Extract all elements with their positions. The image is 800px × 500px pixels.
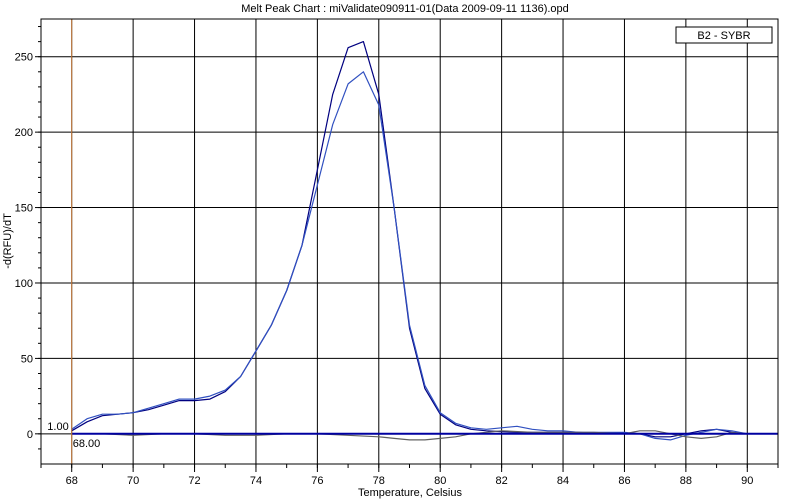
x-tick-label-78: 78 [373, 475, 385, 487]
y-tick-label-0: 0 [27, 429, 33, 441]
y-tick-label-150: 150 [15, 203, 33, 215]
legend-entry-b2-sybr: B2 - SYBR [697, 30, 750, 42]
x-tick-label-76: 76 [311, 475, 323, 487]
x-tick-label-68: 68 [66, 475, 78, 487]
grid-layer [41, 19, 778, 464]
x-axis-label: Temperature, Celsius [358, 487, 462, 499]
x-tick-label-86: 86 [618, 475, 630, 487]
x-tick-label-82: 82 [496, 475, 508, 487]
x-tick-label-70: 70 [127, 475, 139, 487]
legend-box [675, 26, 773, 44]
y-tick-label-50: 50 [21, 353, 33, 365]
legend[interactable]: B2 - SYBR [675, 26, 773, 44]
series-layer [71, 40, 778, 441]
x-tick-label-90: 90 [741, 475, 753, 487]
x-tick-label-74: 74 [250, 475, 262, 487]
x-tick-label-84: 84 [557, 475, 569, 487]
x-tick-label-72: 72 [188, 475, 200, 487]
cursor-y-readout: 1.00 [47, 421, 68, 433]
cursor-layer: 1.00 68.00 [47, 19, 100, 464]
x-tick-label-88: 88 [680, 475, 692, 487]
tick-layer: 68 70 72 74 76 78 80 82 84 86 88 90 0 50 100 150 200 250 [15, 26, 779, 487]
y-tick-label-200: 200 [15, 127, 33, 139]
chart-title: Melt Peak Chart : miValidate090911-01(Da… [241, 3, 569, 15]
y-axis-label: -d(RFU)/dT [2, 213, 14, 269]
x-tick-label-80: 80 [434, 475, 446, 487]
cursor-x-readout: 68.00 [73, 438, 101, 450]
y-tick-label-100: 100 [15, 278, 33, 290]
y-tick-label-250: 250 [15, 52, 33, 64]
